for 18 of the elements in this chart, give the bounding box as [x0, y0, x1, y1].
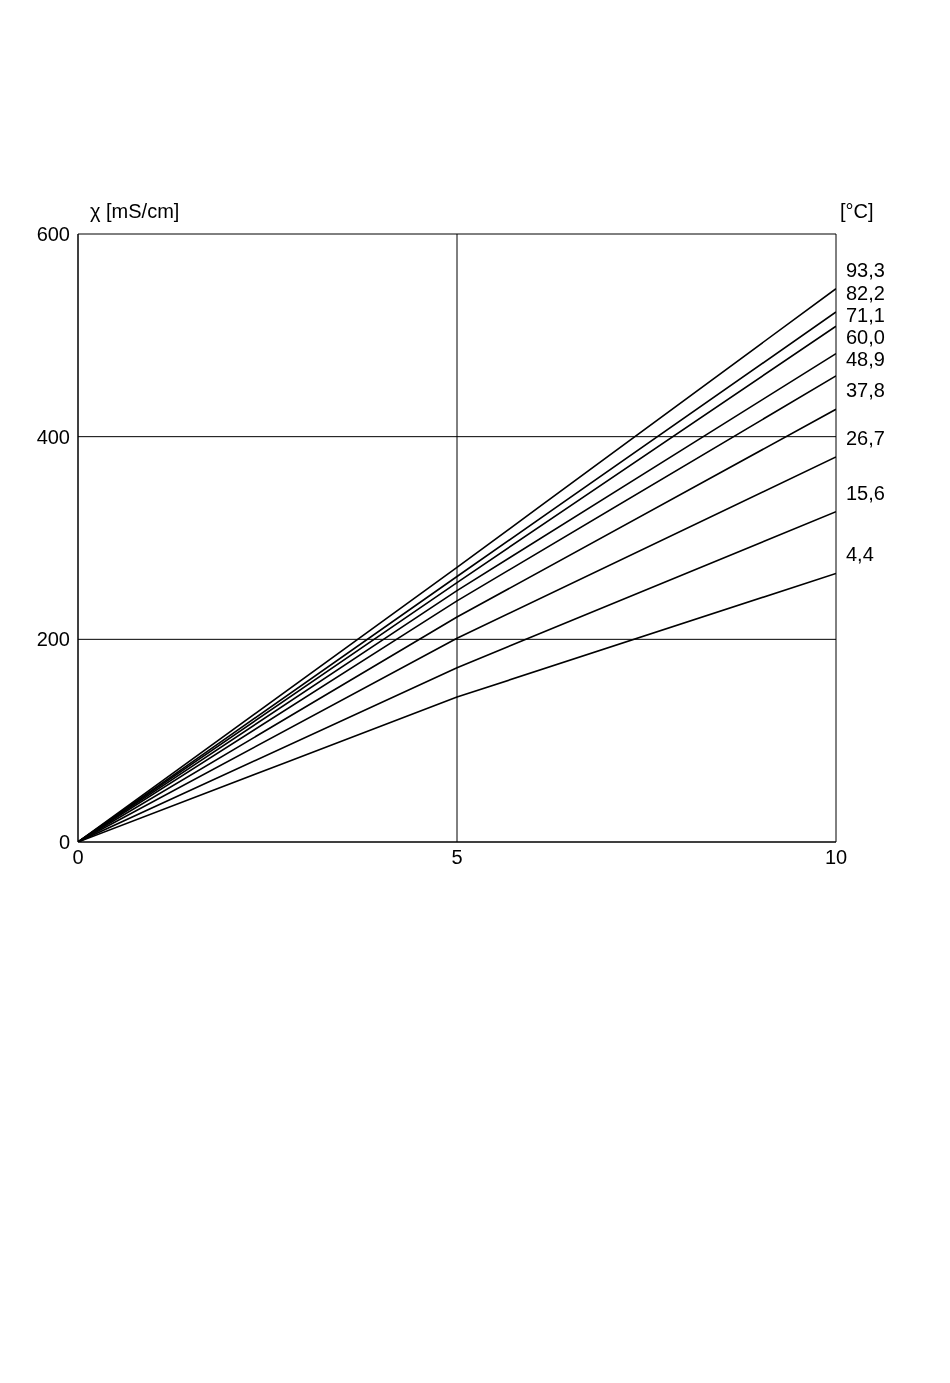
series-label: 4,4 — [846, 543, 874, 566]
x-tick-label: 0 — [72, 846, 84, 869]
y-tick-label: 0 — [58, 831, 70, 854]
series-label: 93,3 — [846, 258, 885, 281]
x-tick-label: 10 — [824, 846, 848, 869]
x-tick-label: 5 — [451, 846, 463, 869]
series-label: 48,9 — [846, 348, 885, 371]
legend-title: [°C] — [840, 200, 874, 223]
y-tick-label: 400 — [36, 425, 70, 448]
series-label: 37,8 — [846, 379, 885, 402]
series-label: 26,7 — [846, 426, 885, 449]
series-label: 15,6 — [846, 481, 885, 504]
y-tick-label: 600 — [36, 223, 70, 246]
series-label: 60,0 — [846, 326, 885, 349]
series-label: 71,1 — [846, 304, 885, 327]
y-tick-label: 200 — [36, 628, 70, 651]
series-label: 82,2 — [846, 282, 885, 305]
y-axis-title: χ [mS/cm] — [90, 200, 180, 223]
